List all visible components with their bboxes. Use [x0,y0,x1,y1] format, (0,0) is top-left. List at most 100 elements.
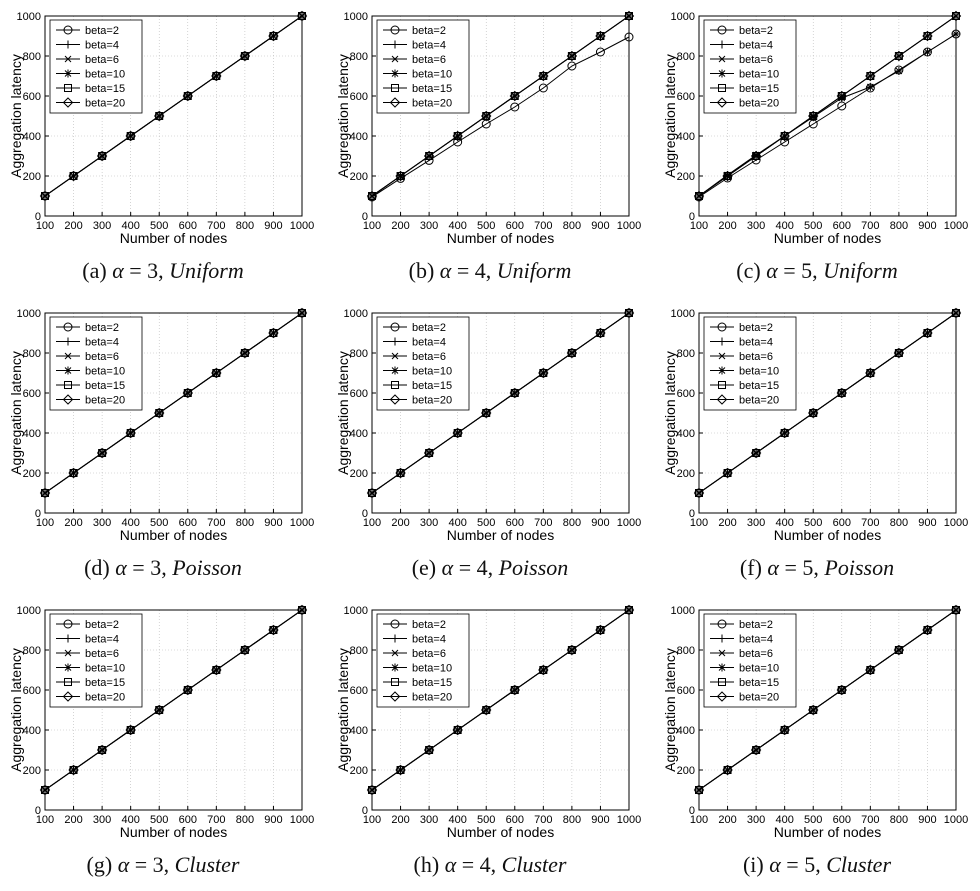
line-chart: 100 200 300 400 500 600 700 800 900 1000 0 200 400 60… [8,10,314,246]
legend-box [49,19,143,114]
y-tick-label: 400 [350,428,368,440]
legend: beta=2 beta=4 beta=6 beta=10 beta=15 beta=20 [49,613,143,708]
x-tick-label: 1000 [290,220,314,232]
data-point-square [952,309,960,317]
caption-alpha-symbol: α [444,852,457,877]
subplot-9: 100 200 300 400 500 600 700 800 900 1000 0 200 400 60… [654,594,980,890]
legend-marker-diamond [62,97,74,108]
data-point-diamond [779,130,790,142]
caption-letter: (g) [86,852,118,877]
series-beta=20 [39,604,308,796]
x-tick-label: 800 [563,220,581,232]
legend-entry: beta=15 [56,677,125,689]
y-tick-label: 0 [689,508,695,520]
data-point-diamond [68,170,79,182]
y-axis-label: Aggregation latency [8,54,24,178]
data-point-square [625,606,633,614]
data-point-diamond [509,387,520,399]
caption-distribution: Poisson [824,555,895,580]
caption-alpha-symbol: α [769,852,781,877]
line-chart: 100 200 300 400 500 600 700 800 900 1000 0 200 400 60… [662,604,968,840]
x-tick-label: 300 [747,814,765,826]
data-point-diamond [566,644,578,656]
legend-marker-plus [64,40,72,49]
legend-entry: beta=15 [710,380,779,392]
legend: beta=2 beta=4 beta=6 beta=10 beta=15 beta=20 [703,19,797,114]
x-tick-label: 500 [477,814,495,826]
x-tick-label: 800 [563,517,581,529]
data-point-square [453,132,462,140]
caption-alpha-value: = 3, [129,852,175,877]
x-tick-label: 800 [236,517,254,529]
legend-marker-plus [718,337,726,346]
x-tick-label: 400 [448,220,466,232]
x-tick-label: 800 [890,517,908,529]
legend-marker-plus [64,337,72,346]
legend-marker-diamond [62,691,74,702]
data-point-diamond [154,407,165,419]
data-point-diamond [566,347,578,359]
legend-box [376,316,470,411]
data-point-diamond [509,90,520,102]
legend-entry: beta=4 [56,634,119,646]
x-tick-label: 1000 [617,814,641,826]
legend-label: beta=15 [412,380,452,392]
x-axis-label: Number of nodes [447,824,554,840]
x-tick-label: 1000 [617,220,641,232]
plot-frame [371,15,630,217]
subplot-8: 100 200 300 400 500 600 700 800 900 1000 0 200 400 60… [327,594,653,890]
legend-marker-star [64,69,72,78]
data-point-square [98,449,107,457]
series-line [371,36,630,198]
x-tick-label: 100 [36,814,54,826]
legend-entry: beta=6 [710,351,773,363]
legend-marker-diamond [389,394,401,405]
legend-marker-square [64,678,72,686]
data-point-square [866,369,875,377]
legend-entry: beta=2 [383,619,446,631]
data-point-diamond [268,624,279,636]
x-tick-label: 1000 [290,814,314,826]
x-tick-label: 300 [93,220,111,232]
data-point-diamond [509,684,520,696]
legend-marker-square [718,381,726,389]
data-point-diamond [808,110,819,122]
legend-entry: beta=10 [710,366,779,378]
legend-marker-x [64,649,72,657]
legend-marker-star [64,663,72,672]
plot-frame [371,312,630,514]
y-axis-label: Aggregation latency [335,351,351,475]
legend-label: beta=15 [739,83,779,95]
x-tick-label: 800 [236,814,254,826]
legend-marker-square [64,381,72,389]
data-point-square [155,706,164,714]
data-point-square [780,132,789,140]
subplot-caption: (g) α = 3, Cluster [0,852,326,878]
legend-label: beta=15 [85,677,125,689]
series-beta=20 [39,10,308,202]
data-point-square [298,606,306,614]
legend-entry: beta=20 [710,394,779,407]
legend-label: beta=20 [85,98,125,110]
data-point-square [510,686,519,694]
legend-entry: beta=20 [710,691,779,704]
legend-marker-star [391,366,399,375]
legend-marker-star [718,366,726,375]
data-point-diamond [722,170,733,182]
x-tick-label: 1000 [617,517,641,529]
caption-alpha-symbol: α [112,258,124,283]
x-tick-label: 800 [563,814,581,826]
data-point-diamond [68,467,79,479]
caption-distribution: Poisson [498,555,569,580]
x-tick-label: 400 [775,814,793,826]
data-point-square [155,409,164,417]
x-tick-label: 500 [477,220,495,232]
data-point-diamond [693,784,705,796]
data-point-square [596,329,605,337]
data-point-square [567,349,576,357]
y-axis-label: Aggregation latency [8,648,24,772]
data-point-diamond [722,764,733,776]
data-point-square [98,152,107,160]
x-tick-label: 900 [918,517,936,529]
